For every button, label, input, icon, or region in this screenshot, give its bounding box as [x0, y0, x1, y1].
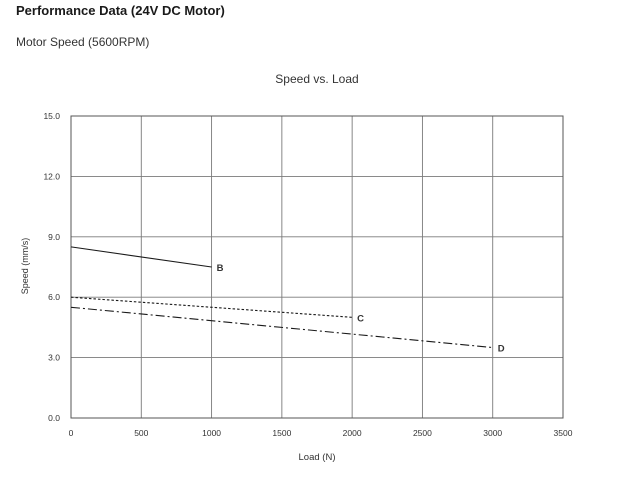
y-tick-label: 6.0	[48, 292, 60, 302]
chart-tick-labels: 0 500 1000 1500 2000 2500 3000 3500 0.0 3.0 6.0 9.0…	[43, 111, 572, 438]
x-tick-label: 3000	[483, 428, 502, 438]
x-tick-label: 1000	[202, 428, 221, 438]
series-line-b	[70, 246, 212, 268]
x-axis-label: Load (N)	[299, 452, 336, 463]
x-tick-label: 0	[69, 428, 74, 438]
x-tick-label: 1500	[272, 428, 291, 438]
chart-title: Speed vs. Load	[275, 72, 358, 86]
series-label-d: D	[498, 344, 505, 355]
chart-axes	[70, 115, 564, 419]
series-label-c: C	[357, 313, 364, 324]
x-tick-label: 2000	[343, 428, 362, 438]
x-tick-label: 2500	[413, 428, 432, 438]
y-tick-label: 0.0	[48, 413, 60, 423]
series-line-c	[70, 296, 353, 318]
y-tick-label: 3.0	[48, 353, 60, 363]
chart-grid	[71, 116, 563, 418]
x-tick-label: 3500	[554, 428, 573, 438]
page-subheading: Motor Speed (5600RPM)	[16, 35, 150, 49]
series-line-d	[70, 306, 493, 349]
y-tick-label: 15.0	[43, 111, 60, 121]
plot-frame	[70, 115, 564, 419]
y-tick-label: 9.0	[48, 232, 60, 242]
y-tick-label: 12.0	[43, 171, 60, 181]
y-axis-label: Speed (mm/s)	[20, 238, 30, 295]
x-tick-label: 500	[134, 428, 148, 438]
page-heading: Performance Data (24V DC Motor)	[16, 3, 225, 18]
chart-series: B C D	[70, 246, 505, 355]
series-label-b: B	[217, 263, 224, 274]
